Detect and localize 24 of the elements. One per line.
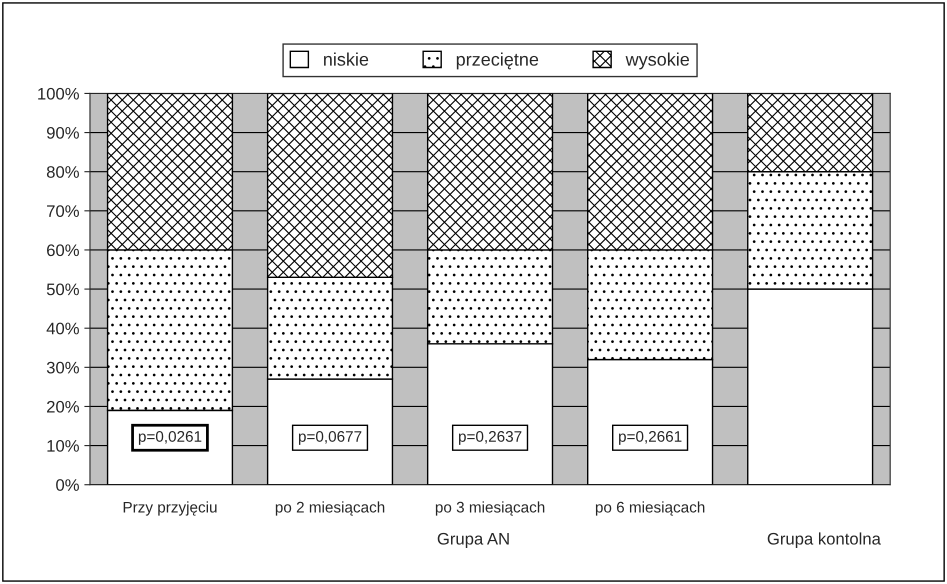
text: Grupa kontolna xyxy=(768,532,881,548)
annotation: p=0,2661 xyxy=(619,431,682,445)
annotation: p=0,0261 xyxy=(138,431,202,445)
x-tick-label: po 3 miesiącach xyxy=(436,501,544,516)
y-tick-label: 60% xyxy=(47,244,79,256)
y-tick-label: 70% xyxy=(47,205,79,218)
text: Grupa AN xyxy=(438,532,509,548)
x-tick-label: po 6 miesiącach xyxy=(596,501,704,516)
x-tick-label: po 2 miesiącach xyxy=(276,501,384,516)
y-tick-label: 80% xyxy=(46,166,79,178)
annotation: p=0,0677 xyxy=(298,431,362,445)
y-tick-label: 10% xyxy=(47,440,79,452)
y-tick-label: 30% xyxy=(46,362,79,374)
x-tick-label: Przy przyjęciu xyxy=(124,501,217,516)
legend-label: wysokie xyxy=(626,52,690,70)
annotation: p=0,2637 xyxy=(458,431,522,445)
legend-label: niskie xyxy=(324,52,368,66)
y-tick-label: 0% xyxy=(56,479,79,491)
y-tick-label: 50% xyxy=(46,283,79,296)
y-tick-label: 90% xyxy=(46,126,79,139)
y-tick-label: 20% xyxy=(47,400,79,413)
legend-label: przeciętne xyxy=(456,52,538,70)
y-tick-label: 40% xyxy=(46,322,79,334)
y-tick-label: 100% xyxy=(38,88,79,100)
